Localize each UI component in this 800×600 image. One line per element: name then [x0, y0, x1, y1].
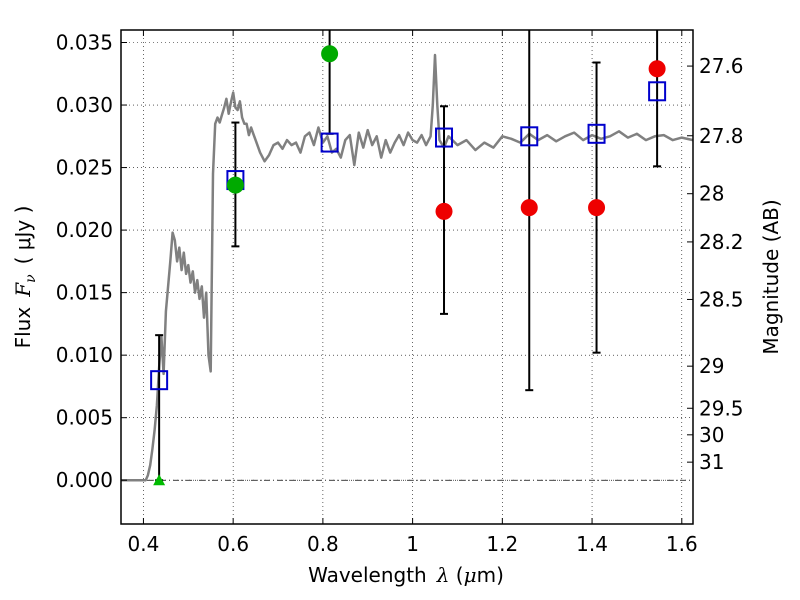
y-tick-label: 0.010	[56, 343, 113, 367]
model-flux-square	[648, 81, 667, 102]
grid	[121, 30, 693, 524]
template-spectrum	[121, 53, 694, 482]
x-tick-label: 0.6	[217, 532, 249, 556]
y-tick-label: 0.000	[56, 468, 113, 492]
x-tick-label: 1	[406, 532, 419, 556]
y-axis-label: FluxFν( μJy )	[11, 206, 39, 349]
y2-tick-label: 27.8	[699, 124, 744, 148]
model-flux-square	[520, 126, 539, 147]
photometry-markers	[150, 45, 667, 486]
non-detection-point	[648, 60, 666, 78]
y2-tick-label: 28	[699, 182, 724, 206]
model-flux-square	[320, 132, 339, 153]
non-detection-point	[435, 202, 453, 220]
y2-axis-label: Magnitude (AB)	[759, 199, 783, 354]
y2-tick-label: 29	[699, 354, 724, 378]
y2-tick-label: 29.5	[699, 396, 744, 420]
y-tick-label: 0.005	[56, 406, 113, 430]
axis-ticks: 0.4 0.6 0.8 1 1.2 1.4 1.6 0.000 0.005 0.010 0.015 0…	[56, 30, 744, 556]
x-tick-label: 1.4	[576, 532, 608, 556]
model-flux-square	[150, 370, 169, 391]
x-tick-label: 1.2	[486, 532, 518, 556]
upper-limit-triangle	[153, 474, 166, 486]
spectrum-line	[121, 53, 694, 482]
detection-point	[321, 45, 339, 63]
y-tick-label: 0.025	[56, 156, 113, 180]
y-tick-label: 0.035	[56, 31, 113, 55]
non-detection-point	[588, 199, 606, 217]
model-flux-square	[587, 123, 606, 144]
x-tick-label: 0.4	[128, 532, 160, 556]
plot-frame	[120, 29, 694, 525]
y2-tick-label: 30	[699, 423, 724, 447]
y-tick-label: 0.020	[56, 218, 113, 242]
detection-point	[226, 176, 244, 194]
x-tick-label: 1.6	[666, 532, 698, 556]
y2-tick-label: 28.5	[699, 287, 744, 311]
y2-tick-label: 28.2	[699, 230, 744, 254]
y2-tick-label: 31	[699, 450, 724, 474]
y-tick-label: 0.015	[56, 281, 113, 305]
x-axis-label: Wavelength λ (μm)	[308, 563, 504, 587]
y2-tick-label: 27.6	[699, 54, 744, 78]
non-detection-point	[520, 199, 538, 217]
x-tick-label: 0.8	[307, 532, 339, 556]
model-flux-square	[435, 127, 454, 148]
y-tick-label: 0.030	[56, 93, 113, 117]
